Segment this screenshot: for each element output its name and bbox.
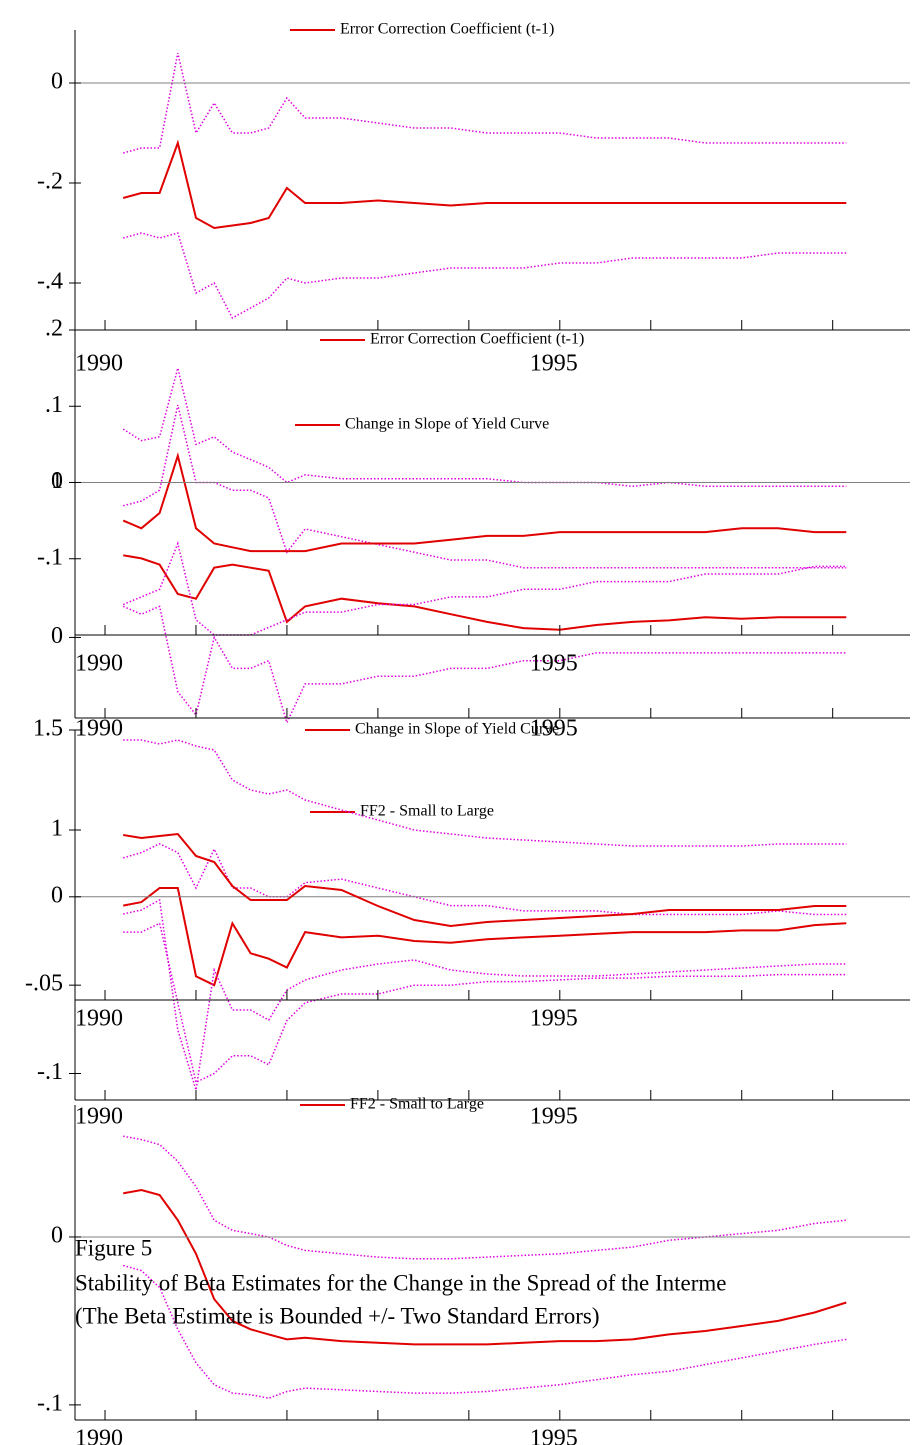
y-tick-label: 0 [51,468,63,494]
y-tick-label: .2 [45,316,63,342]
error-band [122,367,847,488]
x-tick-label: 1990 [75,1426,123,1445]
y-tick-label: -.1 [37,544,63,570]
y-tick-label: 1.5 [33,716,63,742]
x-tick-label: 1995 [530,1426,578,1445]
y-tick-label: 0 [51,1222,63,1248]
y-tick-label: 0 [51,69,63,95]
x-tick-label: 1995 [530,651,578,677]
error-band [123,232,847,320]
error-band [123,1135,847,1260]
y-tick-label: -.1 [37,1390,63,1416]
legend-label: FF2 - Small to Large [350,1096,484,1113]
y-tick-label: -.1 [37,1059,63,1085]
series-line [123,554,847,631]
x-tick-label: 1990 [75,351,123,377]
error-band [123,404,847,569]
x-tick-label: 1995 [530,1104,578,1130]
legend-label: Change in Slope of Yield Curve [355,721,559,738]
series-line [122,139,847,230]
x-tick-label: 1995 [530,1006,578,1032]
x-tick-label: 1990 [75,716,123,742]
series-line [123,832,847,928]
figure-label: Figure 5 [75,1235,152,1260]
series-line [122,452,847,553]
error-band [122,541,847,636]
legend-label: FF2 - Small to Large [360,803,494,820]
legend-label: Error Correction Coefficient (t-1) [340,21,554,38]
x-tick-label: 1995 [530,351,578,377]
y-tick-label: 0 [51,882,63,908]
x-tick-label: 1995 [530,716,578,742]
x-tick-label: 1990 [75,1006,123,1032]
error-band [122,842,847,916]
x-tick-label: 1990 [75,651,123,677]
series-line [123,1188,847,1346]
figure-title: Stability of Beta Estimates for the Chan… [75,1270,727,1295]
y-tick-label: .1 [45,392,63,418]
error-band [123,739,847,847]
y-tick-label: 1 [51,816,63,842]
y-tick-label: -.2 [37,169,63,195]
y-tick-label: -.4 [37,269,63,295]
series-line [123,887,847,987]
error-band [123,922,847,1084]
legend-label: Change in Slope of Yield Curve [345,416,549,433]
figure-subtitle: (The Beta Estimate is Bounded +/- Two St… [75,1303,600,1328]
legend-label: Error Correction Coefficient (t-1) [370,331,584,348]
y-tick-label: 1 [51,468,63,494]
error-band [123,52,847,154]
x-tick-label: 1990 [75,1104,123,1130]
y-tick-label: 0 [51,623,63,649]
y-tick-label: -.05 [25,971,63,997]
error-band [122,605,847,725]
